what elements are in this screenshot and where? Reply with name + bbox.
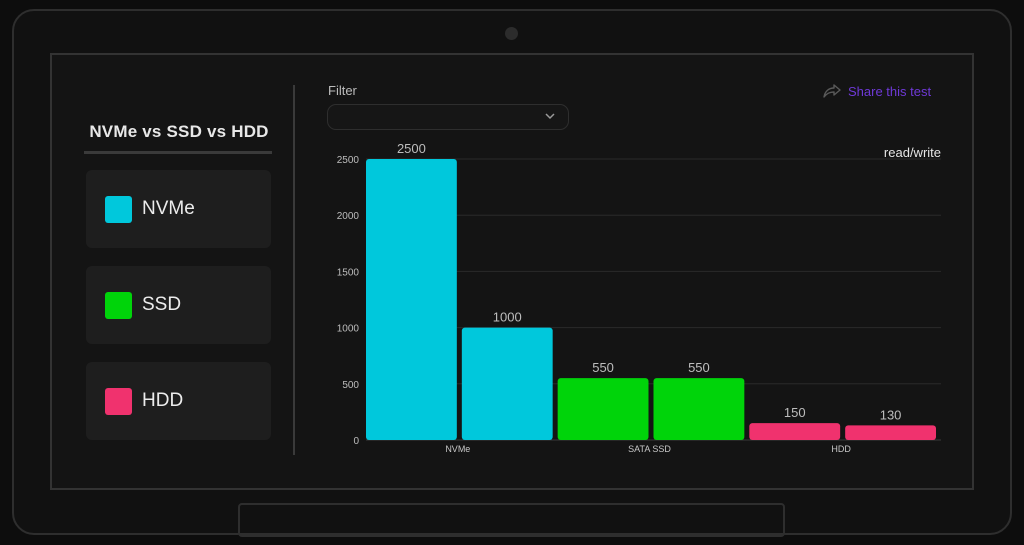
legend-label-ssd: SSD [142, 294, 182, 315]
legend-item-nvme[interactable]: NVMe [86, 170, 271, 248]
bar [749, 423, 841, 440]
chart-annotation: read/write [884, 145, 941, 160]
legend-swatch-hdd [105, 387, 132, 415]
x-tick-label: SATA SSD [628, 444, 671, 454]
data-label: 550 [688, 360, 710, 375]
sidebar-divider [84, 151, 272, 154]
share-link[interactable]: Share this test [822, 82, 931, 100]
bar [557, 378, 649, 440]
bar [845, 425, 936, 440]
legend-swatch-ssd [105, 291, 132, 319]
bar [366, 159, 457, 440]
bar [653, 378, 745, 440]
data-label: 550 [592, 360, 614, 375]
data-label: 130 [880, 407, 902, 422]
y-tick-label: 1000 [337, 324, 360, 335]
vertical-divider [293, 85, 295, 455]
y-tick-label: 1500 [337, 267, 360, 278]
y-tick-label: 2000 [337, 211, 360, 222]
data-label: 2500 [397, 141, 426, 156]
legend-item-ssd[interactable]: SSD [86, 266, 271, 344]
camera-icon [505, 27, 518, 40]
trackpad [238, 503, 785, 537]
y-tick-label: 0 [353, 436, 359, 447]
sidebar-title: NVMe vs SSD vs HDD [89, 122, 269, 141]
filter-dropdown[interactable] [327, 104, 569, 130]
x-tick-label: HDD [831, 444, 851, 454]
legend-label-hdd: HDD [142, 390, 184, 411]
data-label: 1000 [493, 310, 522, 325]
y-tick-label: 2500 [337, 155, 360, 166]
share-label: Share this test [848, 83, 932, 99]
y-tick-label: 500 [342, 380, 359, 391]
bar [461, 327, 553, 440]
legend-swatch-nvme [105, 195, 132, 223]
legend-label-nvme: NVMe [142, 198, 195, 219]
legend-item-hdd[interactable]: HDD [86, 362, 271, 440]
share-arrow-icon [823, 84, 841, 98]
data-label: 150 [784, 405, 806, 420]
chevron-down-icon [545, 113, 555, 120]
x-tick-label: NVMe [445, 444, 470, 454]
filter-label: Filter [328, 83, 357, 98]
